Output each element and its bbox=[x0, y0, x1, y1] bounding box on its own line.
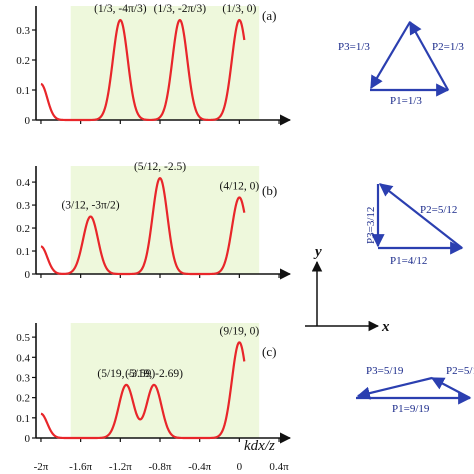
y-tick-label: 0 bbox=[25, 269, 31, 281]
y-tick-label: 0 bbox=[25, 115, 31, 127]
triangle-a-p3-label: P3=1/3 bbox=[338, 41, 370, 53]
x-axis-label: kdx/z bbox=[244, 438, 275, 454]
triangle-c-p2-arrow bbox=[430, 377, 471, 399]
x-tick-label: 0 bbox=[237, 461, 243, 473]
coord-x-label: x bbox=[381, 319, 390, 335]
triangle-b-p2-label: P2=5/12 bbox=[420, 204, 457, 216]
y-tick-label: 0.2 bbox=[16, 223, 30, 235]
y-tick-label: 0.3 bbox=[16, 372, 30, 384]
highlight-band bbox=[70, 6, 260, 120]
y-tick-label: 0.1 bbox=[16, 413, 30, 425]
triangle-a: P1=1/3 P2=1/3 P3=1/3 bbox=[338, 20, 464, 107]
x-tick-label: 0.4π bbox=[269, 461, 289, 473]
y-tick-label: 0 bbox=[25, 433, 31, 445]
x-tick-label: -2π bbox=[34, 461, 49, 473]
peak-label: (5/19, -3.59) bbox=[97, 368, 155, 380]
triangle-b: P1=4/12 P2=5/12 P3=3/12 bbox=[365, 183, 464, 267]
panel-a-label: (a) bbox=[262, 8, 276, 23]
coord-y-label: y bbox=[313, 244, 322, 260]
y-tick-label: 0.3 bbox=[16, 25, 30, 37]
panel-c-label: (c) bbox=[262, 344, 276, 359]
peak-label: (5/19, -2.69) bbox=[125, 368, 183, 380]
triangle-b-p3-label: P3=3/12 bbox=[365, 207, 377, 244]
panel-a-plot: 0 0.1 0.2 0.3 (1/3, -4π/3) (1/3, -2π/3) (1/3, … bbox=[16, 3, 292, 127]
coordinate-axes: y x bbox=[305, 244, 390, 335]
peak-label: (1/3, -2π/3) bbox=[154, 3, 207, 15]
triangle-c-p3-label: P3=5/19 bbox=[366, 365, 404, 377]
y-tick-label: 0.5 bbox=[16, 332, 30, 344]
peak-label: (9/19, 0) bbox=[220, 325, 260, 337]
peak-label: (1/3, -4π/3) bbox=[94, 3, 147, 15]
y-tick-label: 0.2 bbox=[16, 55, 30, 67]
triangle-a-p1-label: P1=1/3 bbox=[390, 95, 422, 107]
triangle-a-p2-label: P2=1/3 bbox=[432, 41, 464, 53]
panel-c: 0 0.1 0.2 0.3 0.4 0.5 (5/19, -3.59)(5/19, -2.6… bbox=[16, 323, 292, 445]
triangle-a-p2-arrow bbox=[409, 20, 449, 91]
panel-b-label: (b) bbox=[262, 183, 277, 198]
triangle-a-p3-arrow bbox=[370, 21, 411, 90]
peak-label: (4/12, 0) bbox=[220, 180, 260, 192]
y-tick-label: 0.3 bbox=[16, 200, 30, 212]
panel-a: 0 0.1 0.2 0.3 (1/3, -4π/3) (1/3, -2π/3) (1/3, … bbox=[16, 3, 292, 127]
intensity-curve bbox=[40, 18, 246, 122]
x-tick-label: -1.2π bbox=[109, 461, 132, 473]
triangle-b-p2-arrow bbox=[378, 183, 463, 249]
x-tick-label: -0.4π bbox=[188, 461, 211, 473]
panel-b-plot: 0 0.1 0.2 0.3 0.4 (3/12, -3π/2) (5/12, -2.5) (4… bbox=[16, 161, 292, 281]
x-tick-label: -1.6π bbox=[69, 461, 92, 473]
y-tick-label: 0.1 bbox=[16, 85, 30, 97]
y-tick-label: 0.1 bbox=[16, 246, 30, 258]
x-tick-labels: -2π -1.6π -1.2π -0.8π -0.4π 0 0.4π bbox=[34, 461, 289, 473]
triangle-c: P1=9/19 P2=5/19 P3=5/19 bbox=[356, 365, 474, 415]
x-tick-label: -0.8π bbox=[149, 461, 172, 473]
y-tick-label: 0.2 bbox=[16, 393, 30, 405]
peak-label: (1/3, 0) bbox=[222, 3, 256, 15]
triangle-c-p2-label: P2=5/19 bbox=[446, 365, 474, 377]
peak-label: (5/12, -2.5) bbox=[134, 161, 186, 173]
intensity-curve bbox=[40, 341, 246, 440]
panel-b: 0 0.1 0.2 0.3 0.4 (3/12, -3π/2) (5/12, -2.5) (4… bbox=[16, 161, 292, 281]
triangle-c-p3-arrow bbox=[356, 376, 433, 400]
y-tick-label: 0.4 bbox=[16, 352, 30, 364]
triangle-c-p1-label: P1=9/19 bbox=[392, 403, 430, 415]
intensity-curve bbox=[40, 176, 246, 276]
peak-label: (3/12, -3π/2) bbox=[61, 200, 119, 212]
y-tick-label: 0.4 bbox=[16, 177, 30, 189]
panel-c-plot: 0 0.1 0.2 0.3 0.4 0.5 (5/19, -3.59)(5/19, -2.6… bbox=[16, 323, 292, 445]
triangle-b-p1-label: P1=4/12 bbox=[390, 255, 427, 267]
